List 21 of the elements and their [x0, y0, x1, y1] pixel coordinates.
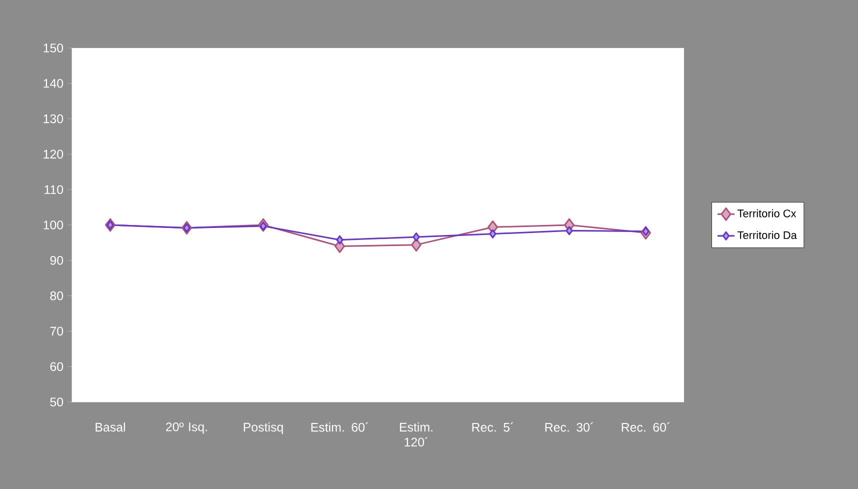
y-tick-label: 150 — [44, 44, 64, 52]
x-tick-label: 20º Isq. — [166, 422, 207, 434]
x-tick-label: Rec. 60´ — [622, 422, 670, 432]
y-tick-label: 110 — [44, 185, 64, 194]
x-tick-label: Postisq — [244, 422, 283, 434]
y-tick-label: 130 — [44, 114, 64, 124]
y-tick-label: 80 — [50, 291, 64, 300]
y-tick-label: 100 — [44, 220, 64, 230]
legend-label: Territorio Cx — [737, 209, 796, 218]
y-tick-label: 60 — [50, 362, 64, 372]
x-tick-label: Rec. 5´ — [472, 422, 514, 432]
x-tick-label: Estim. 60´ — [311, 422, 368, 432]
y-tick-label: 140 — [44, 78, 64, 88]
x-tick-label: Estim. 120´ — [400, 422, 432, 447]
y-tick-label: 120 — [44, 150, 64, 159]
y-tick-label: 90 — [50, 256, 64, 265]
y-tick-label: 50 — [50, 398, 64, 406]
legend-label: Territorio Da — [737, 230, 797, 240]
x-tick-label: Rec. 30´ — [545, 422, 594, 432]
y-tick-label: 70 — [50, 326, 64, 336]
x-tick-label: Basal — [96, 422, 125, 432]
